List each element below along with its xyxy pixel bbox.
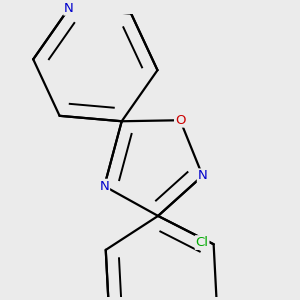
Text: N: N <box>100 180 109 193</box>
Text: N: N <box>64 2 74 15</box>
Text: Cl: Cl <box>196 236 208 249</box>
Text: O: O <box>175 114 185 127</box>
Text: N: N <box>198 169 208 182</box>
